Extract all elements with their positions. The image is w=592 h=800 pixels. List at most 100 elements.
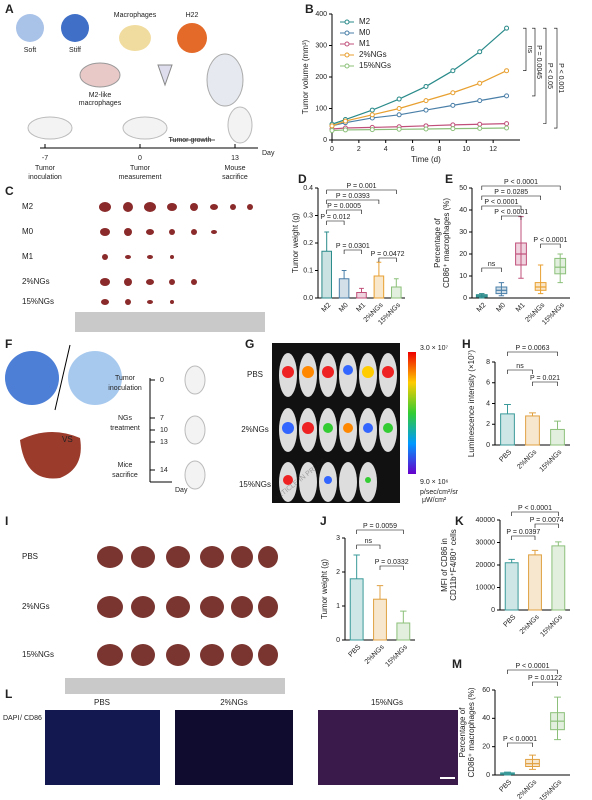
y-tick-label: 8 — [486, 359, 490, 366]
x-tick-label: 8 — [437, 146, 441, 153]
data-point — [477, 125, 483, 131]
annotation: P = 0.0332 — [375, 559, 409, 566]
label: 13 — [231, 155, 239, 162]
label: sacrifice — [222, 174, 248, 181]
data-point — [329, 123, 335, 129]
y-axis-label: MFI of CD86 in — [440, 538, 449, 592]
y-tick-label: 30000 — [476, 539, 496, 546]
y-tick-label: 6 — [486, 380, 490, 387]
label: macrophages — [79, 100, 122, 107]
data-point — [504, 68, 510, 74]
data-point — [423, 126, 429, 132]
bracket — [356, 529, 404, 534]
panel-label: H — [462, 337, 471, 351]
annotation: P = 0.0301 — [336, 243, 370, 250]
row-label: 15%NGs — [22, 650, 54, 659]
schematic-a — [16, 14, 258, 149]
legend-label: M0 — [359, 28, 371, 37]
label: Day — [175, 487, 188, 494]
x-axis-label: Time (d) — [411, 155, 441, 164]
y-tick-label: 200 — [315, 74, 327, 81]
x-tick-label: 2%NGs — [364, 643, 386, 665]
label: 0 — [160, 377, 164, 384]
y-tick-label: 400 — [315, 11, 327, 18]
data-point — [477, 121, 483, 127]
annotation: P < 0.0001 — [533, 237, 567, 244]
bracket — [554, 27, 558, 129]
annotation: P = 0.0074 — [530, 517, 564, 524]
bracket — [532, 681, 558, 686]
x-tick-label: M2 — [321, 302, 333, 314]
x-tick-label: PBS — [503, 614, 518, 629]
row-label: M1 — [22, 252, 34, 261]
x-tick-label: PBS — [498, 449, 513, 464]
y-tick-label: 0 — [463, 295, 467, 302]
label: Soft — [24, 47, 37, 54]
error-bar — [341, 270, 347, 279]
x-tick-label: 2%NGs — [516, 448, 538, 470]
y-axis-label: Percentage of — [433, 217, 442, 268]
y-tick-label: 10000 — [476, 584, 496, 591]
error-bar — [393, 278, 399, 287]
legend-marker — [344, 30, 350, 36]
y-tick-label: 40000 — [476, 517, 496, 524]
row-label: 2%NGs — [241, 425, 269, 434]
label: inoculation — [108, 385, 142, 392]
y-tick-label: 20000 — [476, 562, 496, 569]
legend-label: 2%NGs — [359, 50, 387, 59]
x-tick-label: 12 — [489, 146, 497, 153]
label: DAPI — [3, 715, 19, 722]
annotation: P < 0.05 — [546, 63, 553, 89]
annotation: P = 0.0472 — [371, 251, 405, 258]
y-tick-label: 20 — [482, 744, 490, 751]
y-tick-label: 0 — [486, 442, 490, 449]
bar — [528, 554, 542, 611]
bracket — [481, 195, 541, 200]
box — [554, 257, 567, 275]
bracket — [481, 185, 561, 190]
label: 13 — [160, 439, 168, 446]
series-line — [331, 95, 507, 127]
panel-label: J — [320, 514, 327, 528]
label: Stiff — [69, 47, 81, 54]
bracket — [378, 257, 397, 262]
box — [525, 758, 540, 768]
y-tick-label: 100 — [315, 105, 327, 112]
annotation: P < 0.0001 — [503, 736, 537, 743]
bracket — [507, 369, 533, 374]
series-line — [331, 127, 507, 132]
y-tick-label: 0.4 — [303, 185, 313, 192]
x-tick-label: 4 — [384, 146, 388, 153]
y-tick-label: 2 — [336, 569, 340, 576]
legend-label: 15%NGs — [359, 61, 391, 70]
bracket — [507, 742, 533, 747]
bracket — [501, 215, 522, 220]
panel-label: D — [298, 172, 307, 186]
bar — [551, 545, 566, 611]
x-tick-label: PBS — [348, 644, 363, 659]
bracket — [534, 523, 559, 528]
label: M2-like — [89, 92, 112, 99]
annotation: P < 0.0001 — [484, 199, 518, 206]
y-tick-label: 50 — [459, 185, 467, 192]
annotation: P = 0.0059 — [363, 523, 397, 530]
bar — [391, 286, 402, 299]
data-point — [423, 98, 429, 104]
label: -7 — [42, 155, 48, 162]
y-axis-label: Tumor weight (g) — [291, 213, 300, 274]
x-tick-label: 2%NGs — [519, 613, 541, 635]
data-point — [504, 25, 510, 31]
label: Tumor — [35, 165, 56, 172]
photo-c — [75, 202, 265, 332]
data-point — [450, 126, 456, 132]
bracket — [326, 199, 380, 204]
bracket — [511, 535, 536, 540]
row-label: PBS — [22, 552, 38, 561]
annotation: P = 0.021 — [530, 375, 560, 382]
panel-label: M — [452, 657, 462, 671]
y-axis-label: Tumor weight (g) — [320, 559, 329, 620]
legend-marker — [344, 41, 350, 47]
x-tick-label: 2 — [357, 146, 361, 153]
label: Macrophages — [114, 12, 157, 19]
